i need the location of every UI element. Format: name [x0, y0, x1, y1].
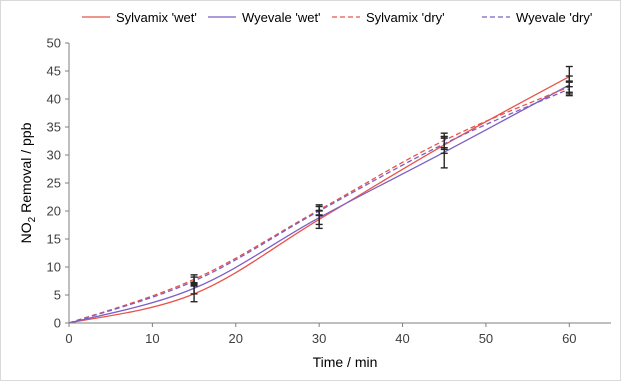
y-axis-title: NO2 Removal / ppb [18, 122, 38, 243]
y-tick-label: 30 [47, 148, 61, 163]
x-tick-label: 50 [479, 331, 493, 346]
y-tick-label: 15 [47, 232, 61, 247]
y-tick-label: 25 [47, 176, 61, 191]
legend-item-sylvamix-dry: Sylvamix 'dry' [332, 10, 445, 25]
y-tick-label: 5 [54, 288, 61, 303]
legend-label: Wyevale 'dry' [516, 10, 592, 25]
y-tick-label: 50 [47, 36, 61, 51]
y-tick-label: 10 [47, 260, 61, 275]
legend-label: Wyevale 'wet' [242, 10, 321, 25]
x-tick-label: 60 [562, 331, 576, 346]
legend-label: Sylvamix 'dry' [366, 10, 445, 25]
x-tick-label: 30 [312, 331, 326, 346]
series-layer [68, 76, 570, 324]
y-tick-label: 20 [47, 204, 61, 219]
error-bar [440, 137, 448, 151]
y-tick-label: 40 [47, 92, 61, 107]
y-axis-title-rest: Removal / ppb [18, 122, 34, 216]
legend-label: Sylvamix 'wet' [116, 10, 197, 25]
plot-area: 0 5 10 15 20 25 30 35 40 45 50 0 10 20 30 40 50 60 [47, 36, 611, 346]
y-tick-label: 0 [54, 316, 61, 331]
x-tick-label: 20 [229, 331, 243, 346]
error-bar [190, 276, 198, 286]
y-axis-title-sub: 2 [27, 216, 38, 222]
y-axis-title-main: NO [18, 222, 34, 243]
axes: 0 5 10 15 20 25 30 35 40 45 50 0 10 20 30 40 50 60 [47, 36, 611, 346]
x-axis-title: Time / min [313, 354, 378, 370]
error-bar [565, 81, 573, 97]
legend: Sylvamix 'wet' Wyevale 'wet' Sylvamix 'dry… [82, 10, 592, 25]
legend-item-sylvamix-wet: Sylvamix 'wet' [82, 10, 197, 25]
x-tick-label: 10 [145, 331, 159, 346]
x-tick-label: 0 [65, 331, 72, 346]
legend-item-wyevale-wet: Wyevale 'wet' [208, 10, 321, 25]
y-tick-label: 35 [47, 120, 61, 135]
x-tick-label: 40 [395, 331, 409, 346]
y-tick-label: 45 [47, 64, 61, 79]
legend-item-wyevale-dry: Wyevale 'dry' [482, 10, 592, 25]
errorbar-layer [190, 65, 573, 303]
error-bar [315, 205, 323, 217]
series-line-sylvamix-wet [68, 76, 570, 324]
